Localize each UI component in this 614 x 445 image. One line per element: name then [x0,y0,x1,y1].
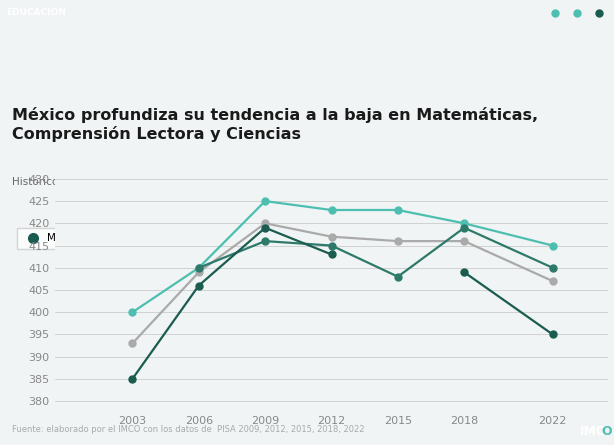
Matemáticas [328,252,335,257]
Ciencias [262,239,269,244]
Matemáticas [195,283,203,288]
Promedio general [328,234,335,239]
Comprensión Lectora [262,198,269,204]
Ciencias [460,225,468,231]
Comprensión Lectora [394,207,402,213]
Comprensión Lectora [460,221,468,226]
Promedio general [129,341,136,346]
Line: Matemáticas: Matemáticas [129,224,335,382]
Ciencias [394,274,402,279]
Text: Histórico de puntajes obtenidos por México entre 2003 y 2022.: Histórico de puntajes obtenidos por Méxi… [12,177,341,187]
Promedio general [262,221,269,226]
Ciencias [195,265,203,271]
Legend: Matemáticas, Comprensión Lectora, Ciencias, Promedio general: Matemáticas, Comprensión Lectora, Cienci… [17,227,463,249]
Promedio general [394,239,402,244]
Line: Ciencias: Ciencias [195,224,556,280]
Line: Comprensión Lectora: Comprensión Lectora [129,198,556,316]
Matemáticas [262,225,269,231]
Text: Fuente: elaborado por el IMCO con los datos de  PISA 2009, 2012, 2015, 2018, 202: Fuente: elaborado por el IMCO con los da… [12,425,365,434]
Text: EDUCACIÓN: EDUCACIÓN [6,8,66,17]
Promedio general [460,239,468,244]
Promedio general [195,270,203,275]
Text: México profundiza su tendencia a la baja en Matemáticas,
Comprensión Lectora y C: México profundiza su tendencia a la baja… [12,107,538,142]
Comprensión Lectora [129,310,136,315]
Text: IMC: IMC [580,425,606,438]
Promedio general [549,279,556,284]
Ciencias [328,243,335,248]
Matemáticas [129,376,136,381]
Comprensión Lectora [549,243,556,248]
Line: Promedio general: Promedio general [129,220,556,347]
Text: O: O [601,425,612,438]
Comprensión Lectora [195,265,203,271]
Comprensión Lectora [328,207,335,213]
Ciencias [549,265,556,271]
